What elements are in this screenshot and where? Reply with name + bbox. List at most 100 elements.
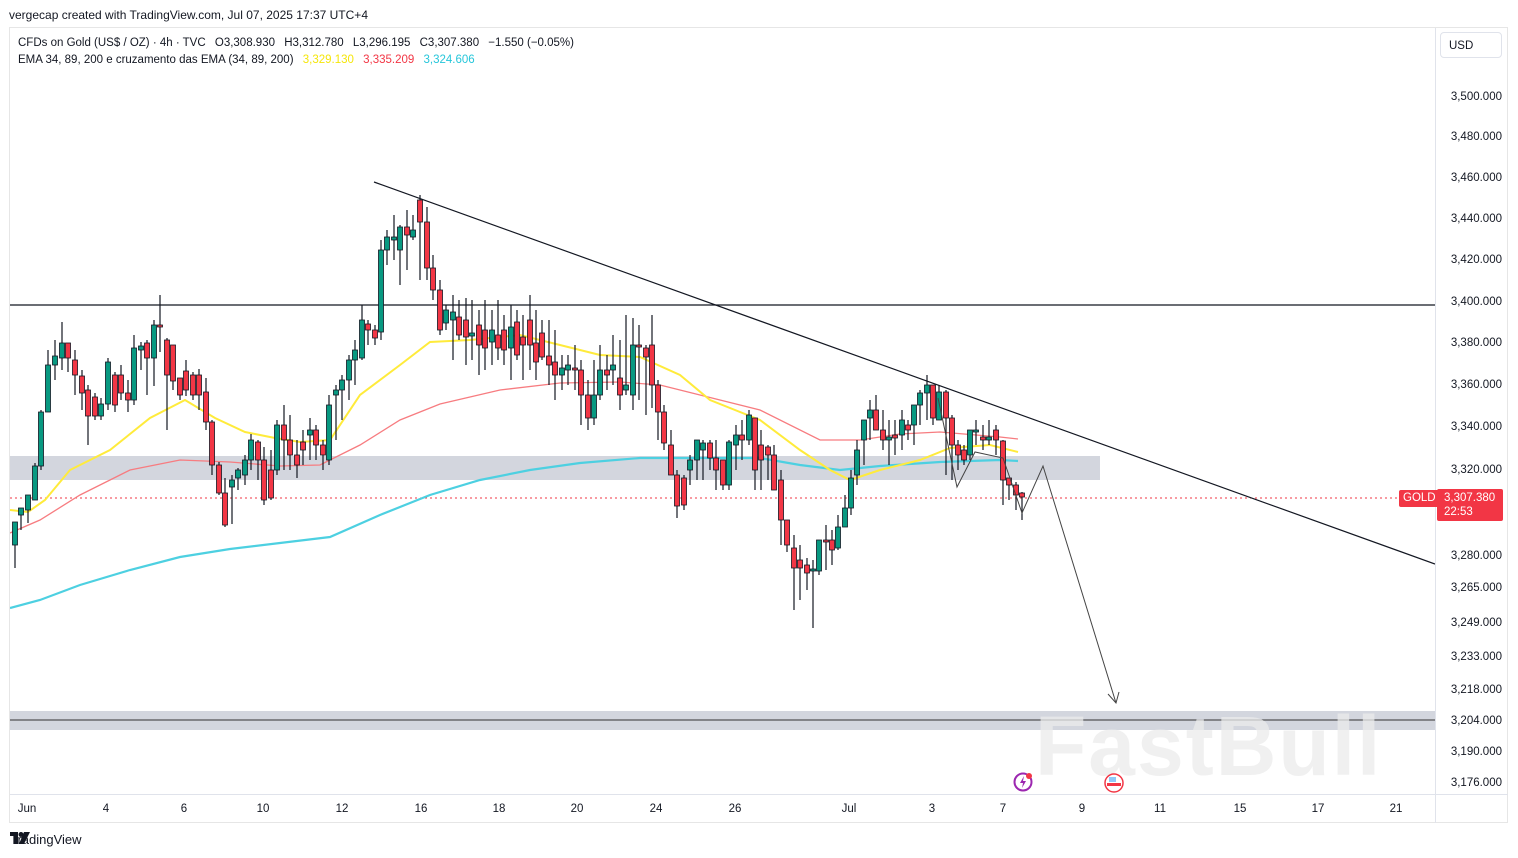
bull-candle <box>248 439 254 461</box>
bull-candle <box>917 392 923 406</box>
ema-row: EMA 34, 89, 200 e cruzamento das EMA (34… <box>18 52 580 69</box>
bar-countdown: 22:53 <box>1444 506 1473 518</box>
bull-candle <box>694 439 700 461</box>
price-tick: 3,233.000 <box>1450 651 1502 663</box>
bull-candle <box>816 539 822 572</box>
support-zone-upper <box>10 456 1100 480</box>
bull-candle <box>911 404 917 426</box>
tradingview-logo[interactable]: TradingView <box>10 832 82 847</box>
bull-candle <box>886 436 892 441</box>
bear-candle <box>655 384 661 413</box>
bull-candle <box>25 494 31 511</box>
bear-candle <box>514 321 520 356</box>
bear-candle <box>707 442 713 459</box>
bull-candle <box>810 568 816 572</box>
bear-candle <box>482 329 488 349</box>
time-tick: 18 <box>492 803 506 815</box>
projection-path <box>937 397 1117 704</box>
ohlc-row: CFDs on Gold (US$ / OZ) · 4h · TVC O3,30… <box>18 35 580 52</box>
bear-candle <box>209 421 215 466</box>
bull-candle <box>610 364 616 371</box>
chart-plot-area[interactable] <box>10 28 1435 794</box>
bear-candle <box>552 361 558 376</box>
bull-candle <box>397 226 403 251</box>
low-value: L3,296.195 <box>352 37 411 49</box>
price-tick: 3,204.000 <box>1450 715 1502 727</box>
bull-candle <box>565 364 571 371</box>
bear-candle <box>287 439 293 456</box>
bull-candle <box>32 465 38 501</box>
bull-candle <box>346 359 352 381</box>
open-value: O3,308.930 <box>214 37 275 49</box>
bull-candle <box>352 349 358 361</box>
bull-candle <box>38 411 44 467</box>
chart-legend: CFDs on Gold (US$ / OZ) · 4h · TVC O3,30… <box>18 35 580 69</box>
ema-indicator-label[interactable]: EMA 34, 89, 200 e cruzamento das EMA (34… <box>18 54 294 66</box>
time-tick: 17 <box>1311 803 1325 815</box>
bear-candle <box>752 417 758 471</box>
price-tick: 3,265.000 <box>1450 582 1502 594</box>
bear-candle <box>79 375 85 394</box>
bear-candle <box>765 446 771 456</box>
symbol-description[interactable]: CFDs on Gold (US$ / OZ) · 4h · TVC <box>18 37 206 49</box>
bull-candle <box>131 347 137 401</box>
bear-candle <box>578 369 584 396</box>
price-tick: 3,176.000 <box>1450 777 1502 789</box>
us-flag-event-icon[interactable] <box>1104 773 1124 793</box>
bull-candle <box>138 345 144 351</box>
bear-candle <box>320 444 326 456</box>
price-tick: 3,380.000 <box>1450 337 1502 349</box>
time-tick: 20 <box>570 803 584 815</box>
bull-candle <box>986 436 992 441</box>
time-axis[interactable]: Jun 4 6 10 12 16 18 20 24 26 Jul 3 7 9 11 15 17 21 <box>10 794 1435 823</box>
bull-candle <box>687 459 693 471</box>
change-value: −1.550 (−0.05%) <box>488 37 574 49</box>
bear-candle <box>261 459 267 501</box>
bear-candle <box>313 429 319 446</box>
time-tick: 11 <box>1154 803 1166 815</box>
bear-candle <box>674 474 680 507</box>
tradingview-icon <box>10 832 30 844</box>
bear-candle <box>829 539 835 551</box>
bull-candle <box>924 384 930 394</box>
bull-candle <box>450 311 456 321</box>
ema200-value: 3,324.606 <box>423 54 475 66</box>
bear-candle <box>604 369 610 376</box>
bull-candle <box>45 364 51 413</box>
bear-candle <box>456 316 462 336</box>
price-axis[interactable]: 3,500.000 3,480.000 3,460.000 3,440.000 3,42… <box>1435 28 1508 794</box>
bull-candle <box>242 459 248 476</box>
bull-candle <box>235 469 241 479</box>
time-tick: 9 <box>1078 803 1086 815</box>
time-tick: 26 <box>728 803 742 815</box>
close-value: C3,307.380 <box>419 37 480 49</box>
bear-candle <box>943 391 949 419</box>
bull-candle <box>842 507 848 528</box>
bull-candle <box>151 324 157 359</box>
bear-candle <box>1019 492 1025 498</box>
currency-button[interactable]: USD <box>1440 32 1502 58</box>
bull-candle <box>326 404 332 461</box>
bull-candle <box>489 329 495 343</box>
bull-candle <box>700 442 706 451</box>
bear-candle <box>164 339 170 376</box>
lightning-event-icon[interactable] <box>1013 772 1033 792</box>
projection-arrowhead-icon <box>1107 691 1120 705</box>
time-tick: 12 <box>335 803 349 815</box>
bear-candle <box>797 559 803 569</box>
high-value: H3,312.780 <box>284 37 344 49</box>
bull-candle <box>384 236 390 251</box>
bull-candle <box>274 424 280 471</box>
bear-candle <box>539 332 545 358</box>
bear-candle <box>372 329 378 339</box>
ema89-value: 3,335.209 <box>363 54 415 66</box>
bull-candle <box>973 429 979 433</box>
price-tick: 3,440.000 <box>1450 213 1502 225</box>
publisher-credit: vergecap created with TradingView.com, J… <box>9 8 368 22</box>
bear-candle <box>495 334 501 349</box>
bear-candle <box>125 392 131 401</box>
ema34-value: 3,329.130 <box>302 54 354 66</box>
bear-candle <box>144 342 150 359</box>
bear-candle <box>118 374 124 394</box>
bear-candle <box>216 464 222 494</box>
